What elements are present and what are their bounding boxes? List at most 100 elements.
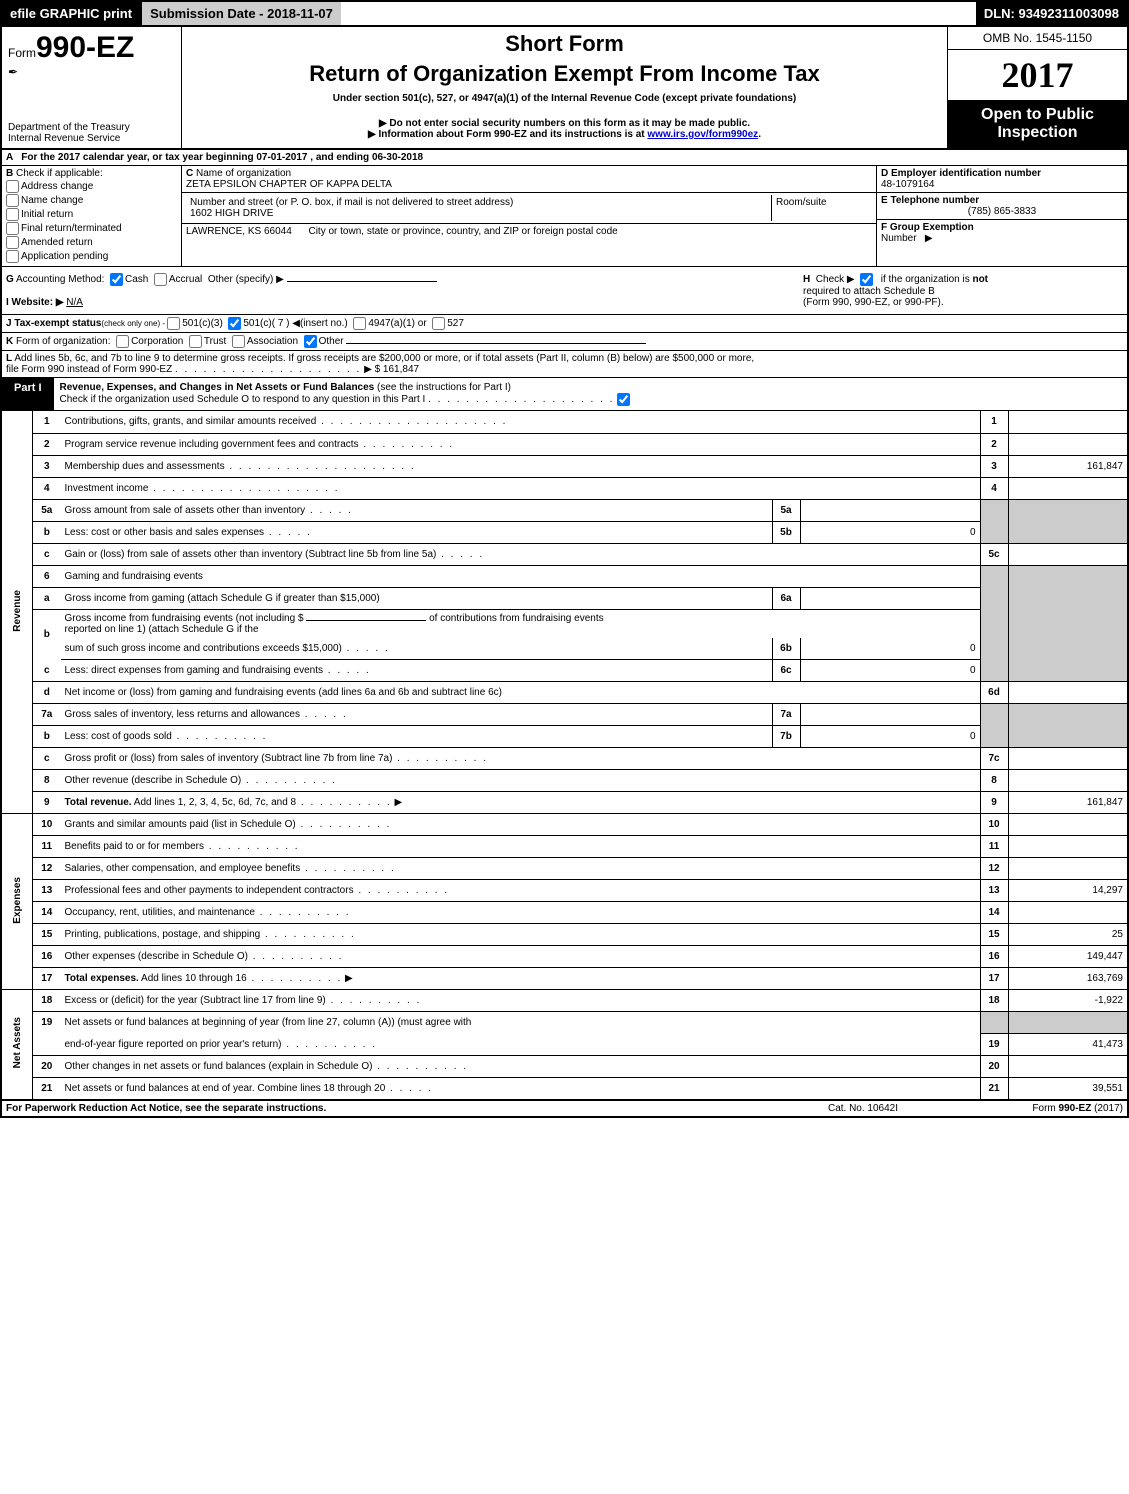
desc-13: Professional fees and other payments to … [61,880,981,902]
open-line1: Open to Public [954,106,1121,124]
cb-h[interactable] [860,273,873,286]
cb-amended-return[interactable] [6,236,19,249]
cb-501c[interactable] [228,317,241,330]
col-g: G Accounting Method: Cash Accrual Other … [6,273,803,308]
text-17-pre: Total expenses. [65,973,139,984]
checkbox-name-change[interactable]: Name change [6,194,177,207]
text-6a: Gross income from gaming (attach Schedul… [65,593,380,604]
rval-7c [1008,748,1128,770]
f-arrow: ▶ [925,233,933,244]
rval-18: -1,922 [1008,990,1128,1012]
line-12: 12 Salaries, other compensation, and emp… [1,858,1128,880]
info-link-line: ▶ Information about Form 990-EZ and its … [188,129,941,140]
line-2: 2 Program service revenue including gove… [1,433,1128,455]
rnum-9: 9 [980,792,1008,814]
cb-final-return[interactable] [6,222,19,235]
dots-10 [296,819,392,830]
cb-corp[interactable] [116,335,129,348]
cb-other-org[interactable] [304,335,317,348]
cb-assoc[interactable] [232,335,245,348]
cb-application-pending[interactable] [6,250,19,263]
rnum-6d: 6d [980,682,1008,704]
donot-ssn: ▶ Do not enter social security numbers o… [188,118,941,129]
cb-accrual[interactable] [154,273,167,286]
rnum-17: 17 [980,968,1008,990]
footer-left: For Paperwork Reduction Act Notice, see … [6,1103,763,1114]
checkbox-initial-return[interactable]: Initial return [6,208,177,221]
cb-501c3[interactable] [167,317,180,330]
line-6: 6 Gaming and fundraising events [1,565,1128,587]
line-9: 9 Total revenue. Add lines 1, 2, 3, 4, 5… [1,792,1128,814]
open-to-public: Open to Public Inspection [948,100,1127,148]
checkbox-address-change[interactable]: Address change [6,180,177,193]
line-a-begin: 07-01-2017 [256,152,307,163]
text-6b-3: sum of such gross income and contributio… [65,643,342,654]
k-other-line[interactable] [346,343,646,344]
checkbox-application-pending[interactable]: Application pending [6,250,177,263]
cb-4947[interactable] [353,317,366,330]
part1-dots [428,394,614,405]
mid-6a: 6a [772,587,800,609]
cb-initial-return[interactable] [6,208,19,221]
text-7b: Less: cost of goods sold [65,731,172,742]
dots-1 [316,416,507,427]
section-bcdef: B Check if applicable: Address change Na… [0,166,1129,267]
num-7b: b [33,726,61,748]
text-7a: Gross sales of inventory, less returns a… [65,709,300,720]
rnum-15: 15 [980,924,1008,946]
cb-part1-schedo[interactable] [617,393,630,406]
text-2: Program service revenue including govern… [65,439,359,450]
k-o3: Association [247,336,298,347]
text-16: Other expenses (describe in Schedule O) [65,951,248,962]
blank-6b[interactable] [306,620,426,621]
info-link[interactable]: www.irs.gov/form990ez [647,129,758,140]
footer-right-bold: 990-EZ [1059,1103,1092,1114]
g-other-line[interactable] [287,281,437,282]
l-dots [175,364,361,375]
line-6a: a Gross income from gaming (attach Sched… [1,587,1128,609]
city-block: LAWRENCE, KS 66044 City or town, state o… [182,224,876,239]
line-7b: b Less: cost of goods sold 7b 0 [1,726,1128,748]
row-gh: G Accounting Method: Cash Accrual Other … [0,267,1129,315]
cb-cash[interactable] [110,273,123,286]
revenue-label: Revenue [1,411,33,814]
k-o2: Trust [204,336,226,347]
text-4: Investment income [65,483,149,494]
text-8: Other revenue (describe in Schedule O) [65,775,242,786]
k-text: Form of organization: [16,336,111,347]
dots-20 [372,1061,468,1072]
room-hdr: Room/suite [776,197,827,208]
dots-12 [300,863,396,874]
checkbox-final-return[interactable]: Final return/terminated [6,222,177,235]
cb-527[interactable] [432,317,445,330]
k-label: K [6,336,13,347]
desc-19a: Net assets or fund balances at beginning… [61,1012,981,1034]
cb-name-change[interactable] [6,194,19,207]
dept-irs: Internal Revenue Service [8,133,175,144]
dots-11 [204,841,300,852]
rval-2 [1008,433,1128,455]
dots-5b [264,527,312,538]
part1-text: Revenue, Expenses, and Changes in Net As… [54,378,1127,410]
checkbox-amended-return[interactable]: Amended return [6,236,177,249]
department-block: Department of the Treasury Internal Reve… [8,122,175,144]
text-5c: Gain or (loss) from sale of assets other… [65,549,437,560]
num-13: 13 [33,880,61,902]
text-19: Net assets or fund balances at beginning… [65,1017,472,1028]
rnum-12: 12 [980,858,1008,880]
num-6: 6 [33,565,61,587]
line-7a: 7a Gross sales of inventory, less return… [1,704,1128,726]
f-hdr2: Number [881,233,917,244]
cb-address-change[interactable] [6,180,19,193]
line-16: 16 Other expenses (describe in Schedule … [1,946,1128,968]
rval-14 [1008,902,1128,924]
dots-6c [323,665,371,676]
e-val: (785) 865-3833 [881,206,1123,217]
line-6c: c Less: direct expenses from gaming and … [1,660,1128,682]
line-3: 3 Membership dues and assessments 3 161,… [1,455,1128,477]
g-text: Accounting Method: [16,274,104,285]
cb-label-3: Final return/terminated [21,223,122,234]
cb-label-5: Application pending [21,251,108,262]
cb-trust[interactable] [189,335,202,348]
desc-2: Program service revenue including govern… [61,433,981,455]
